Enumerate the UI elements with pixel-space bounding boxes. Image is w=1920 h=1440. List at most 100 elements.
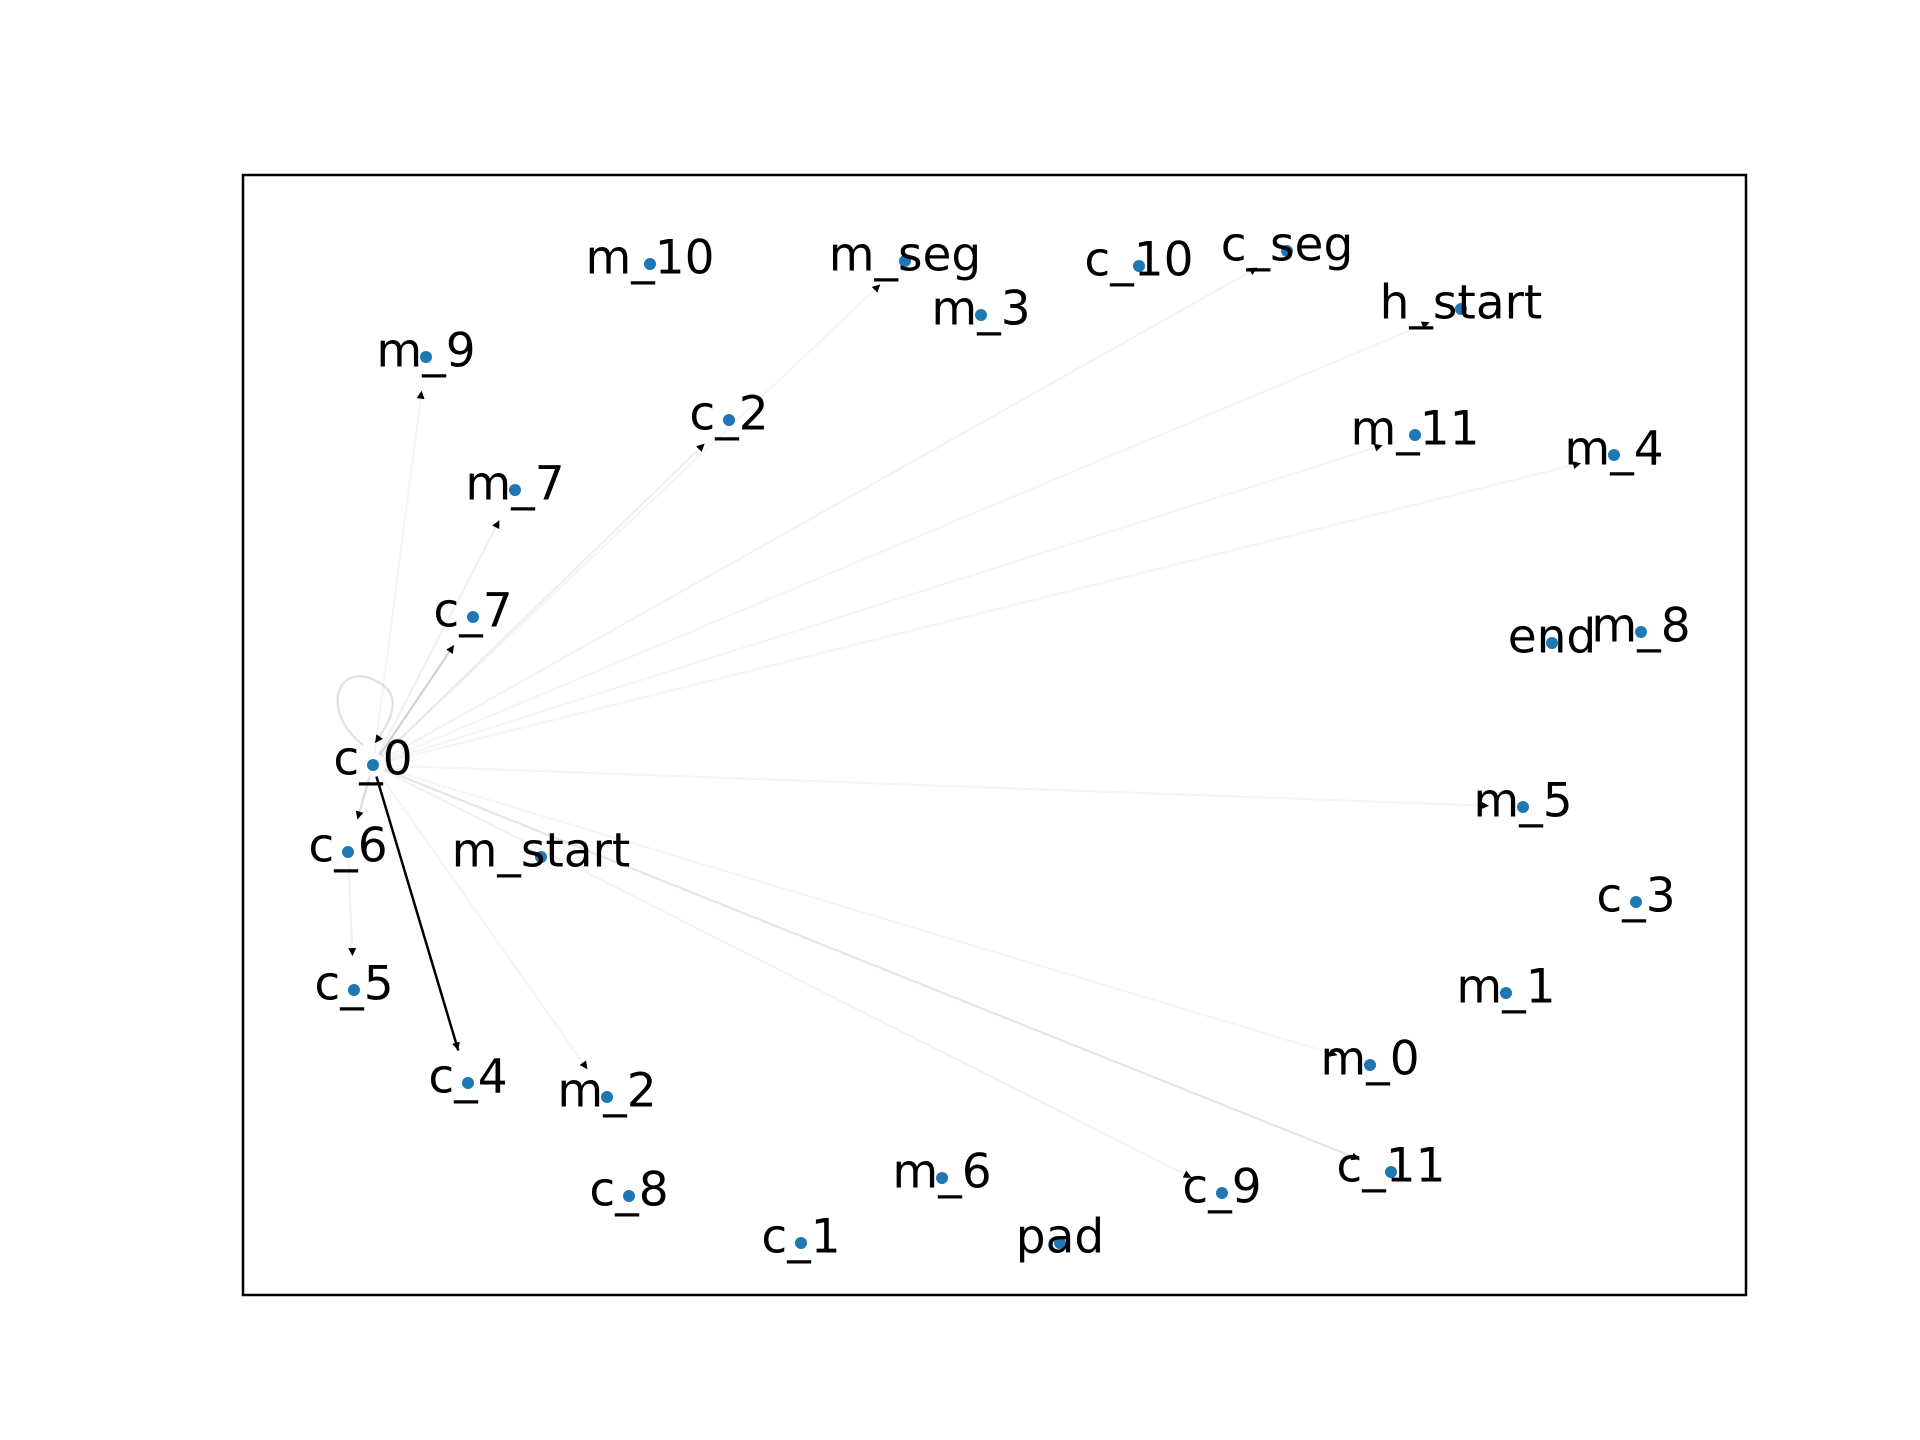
node-m_8: m_8	[1591, 599, 1690, 654]
node-label-c_4: c_4	[428, 1050, 507, 1105]
node-dot-m_4	[1608, 449, 1620, 461]
node-c_2: c_2	[689, 387, 768, 442]
edge-self-loop-c_0	[336, 675, 394, 746]
node-label-m_7: m_7	[465, 457, 564, 512]
node-label-m_seg: m_seg	[829, 228, 982, 283]
node-h_start: h_start	[1380, 276, 1543, 331]
node-dot-c_9	[1216, 1187, 1228, 1199]
node-dot-c_11	[1385, 1166, 1397, 1178]
node-label-c_9: c_9	[1182, 1160, 1261, 1215]
node-c_4: c_4	[428, 1050, 507, 1105]
node-c_3: c_3	[1596, 869, 1675, 924]
node-label-m_2: m_2	[557, 1064, 656, 1119]
node-label-c_10: c_10	[1084, 233, 1193, 288]
edge-c_0-to-c_2	[380, 442, 706, 758]
node-label-c_7: c_7	[433, 584, 512, 639]
node-m_5: m_5	[1473, 774, 1572, 829]
node-dot-c_8	[623, 1190, 635, 1202]
node-dot-c_10	[1133, 260, 1145, 272]
edge-c_0-to-m_2	[379, 774, 589, 1070]
node-m_start: m_start	[452, 824, 631, 879]
node-label-c_0: c_0	[333, 732, 412, 787]
node-dot-m_9	[420, 351, 432, 363]
node-c_1: c_1	[761, 1210, 840, 1265]
node-c_seg: c_seg	[1221, 218, 1354, 273]
node-label-m_11: m_11	[1350, 402, 1479, 457]
node-m_11: m_11	[1350, 402, 1479, 457]
node-c_9: c_9	[1182, 1160, 1261, 1215]
edges-layer	[336, 266, 1582, 1179]
edge-c_0-to-c_7	[378, 644, 455, 756]
nodes-layer: m_10 m_seg c_10 c_seg h_start m_3 m_9 c_2 m_11 m_…	[308, 218, 1690, 1265]
node-dot-pad	[1054, 1237, 1066, 1249]
edge-c_0-to-c_9	[383, 769, 1193, 1179]
node-label-end: end	[1508, 610, 1597, 665]
node-dot-m_seg	[899, 255, 911, 267]
node-m_2: m_2	[557, 1064, 656, 1119]
node-dot-m_start	[535, 851, 547, 863]
node-label-c_3: c_3	[1596, 869, 1675, 924]
node-dot-c_5	[348, 984, 360, 996]
edge-c_0-to-m_9	[373, 390, 425, 754]
node-m_seg: m_seg	[829, 228, 982, 283]
edge-c_0-to-c_4	[375, 776, 460, 1051]
node-dot-c_6	[342, 846, 354, 858]
node-m_1: m_1	[1456, 960, 1555, 1015]
node-label-c_8: c_8	[589, 1163, 668, 1218]
node-label-m_6: m_6	[892, 1145, 991, 1200]
node-dot-m_11	[1409, 429, 1421, 441]
node-dot-c_7	[467, 611, 479, 623]
node-m_0: m_0	[1320, 1032, 1419, 1087]
node-label-m_10: m_10	[585, 231, 714, 286]
node-label-c_1: c_1	[761, 1210, 840, 1265]
node-label-c_seg: c_seg	[1221, 218, 1354, 273]
edge-c_0-to-m_0	[384, 767, 1338, 1057]
node-dot-c_seg	[1281, 245, 1293, 257]
node-c_0: c_0	[333, 732, 412, 787]
node-label-c_6: c_6	[308, 819, 387, 874]
node-m_6: m_6	[892, 1145, 991, 1200]
node-dot-m_1	[1500, 987, 1512, 999]
edge-c_0-to-m_11	[384, 443, 1383, 763]
node-dot-c_4	[462, 1077, 474, 1089]
node-label-m_8: m_8	[1591, 599, 1690, 654]
node-dot-m_3	[975, 309, 987, 321]
edge-c_0-to-h_start	[383, 321, 1431, 762]
node-dot-c_2	[723, 414, 735, 426]
node-dot-m_7	[509, 484, 521, 496]
node-pad: pad	[1016, 1210, 1104, 1265]
node-end: end	[1508, 610, 1597, 665]
node-label-c_11: c_11	[1336, 1139, 1445, 1194]
node-label-m_5: m_5	[1473, 774, 1572, 829]
node-label-pad: pad	[1016, 1210, 1104, 1265]
node-dot-m_10	[644, 258, 656, 270]
edge-c_0-to-m_5	[384, 764, 1490, 810]
node-label-c_2: c_2	[689, 387, 768, 442]
edge-c_0-to-c_11	[383, 768, 1360, 1161]
edge-c_0-to-m_seg	[380, 283, 882, 758]
node-c_10: c_10	[1084, 233, 1193, 288]
node-label-m_9: m_9	[376, 324, 475, 379]
edge-c_6-to-c_5	[347, 863, 357, 957]
edge-c_0-to-m_4	[384, 461, 1582, 764]
node-label-m_3: m_3	[931, 282, 1030, 337]
node-dot-m_2	[601, 1091, 613, 1103]
plot-frame	[241, 173, 1748, 1297]
edge-c_0-to-c_6	[355, 776, 371, 820]
node-m_9: m_9	[376, 324, 475, 379]
node-m_7: m_7	[465, 457, 564, 512]
node-m_3: m_3	[931, 282, 1030, 337]
node-label-m_0: m_0	[1320, 1032, 1419, 1087]
node-dot-c_0	[367, 759, 379, 771]
node-c_7: c_7	[433, 584, 512, 639]
node-m_10: m_10	[585, 231, 714, 286]
node-dot-m_0	[1364, 1059, 1376, 1071]
node-label-c_5: c_5	[314, 957, 393, 1012]
node-c_11: c_11	[1336, 1139, 1445, 1194]
node-c_8: c_8	[589, 1163, 668, 1218]
node-dot-h_start	[1455, 303, 1467, 315]
node-dot-c_1	[795, 1237, 807, 1249]
node-m_4: m_4	[1564, 422, 1663, 477]
node-dot-m_6	[936, 1172, 948, 1184]
